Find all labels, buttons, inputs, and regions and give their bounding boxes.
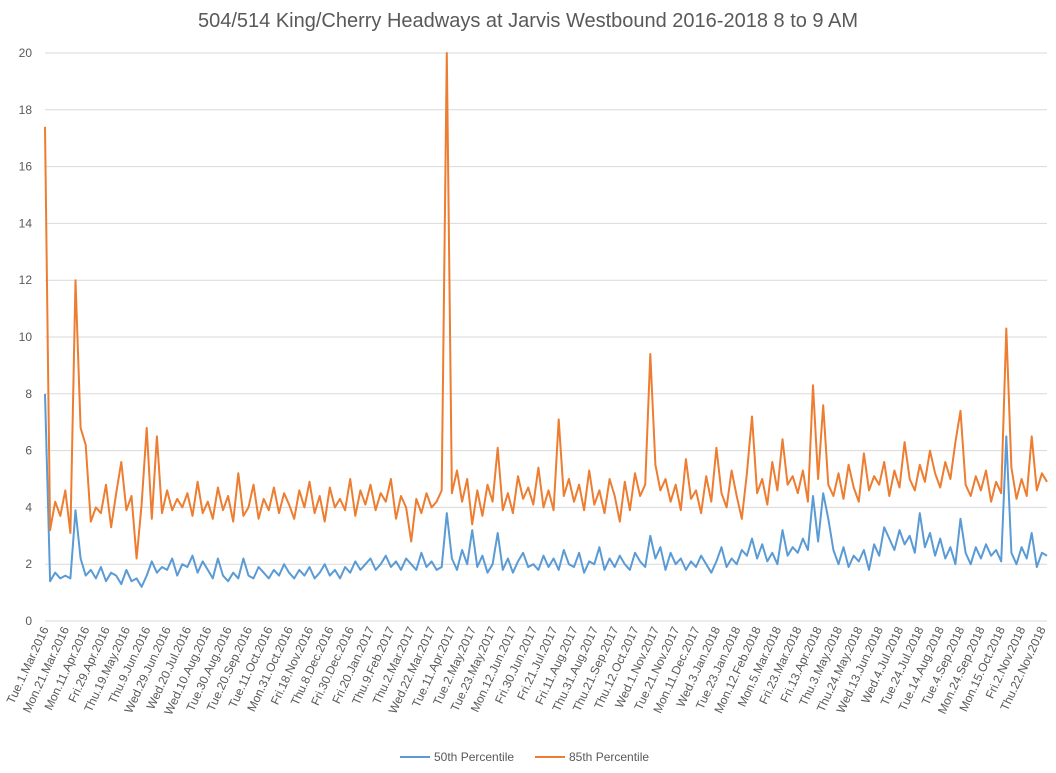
y-tick-label: 12 (19, 273, 33, 287)
series-line (44, 52, 1048, 560)
y-tick-label: 14 (19, 216, 33, 230)
legend-label: 85th Percentile (569, 750, 649, 764)
y-tick-label: 16 (19, 160, 33, 174)
y-tick-label: 20 (19, 46, 33, 60)
y-tick-label: 4 (25, 500, 32, 514)
y-tick-label: 0 (25, 614, 32, 628)
grid: 0 2 4 6 8 10 12 14 16 18 20 (19, 46, 1047, 628)
y-tick-label: 10 (19, 330, 33, 344)
x-axis-labels: Tue.1.Mar.2016Mon.21.Mar.2016Mon.11.Apr.… (4, 624, 1049, 717)
legend: 50th Percentile 85th Percentile (400, 750, 649, 764)
y-tick-label: 2 (25, 557, 32, 571)
y-tick-label: 8 (25, 387, 32, 401)
lines (44, 52, 1048, 588)
series-line (44, 393, 1048, 588)
y-tick-label: 18 (19, 103, 33, 117)
y-tick-label: 6 (25, 444, 32, 458)
chart-title: 504/514 King/Cherry Headways at Jarvis W… (198, 10, 858, 32)
legend-label: 50th Percentile (434, 750, 514, 764)
